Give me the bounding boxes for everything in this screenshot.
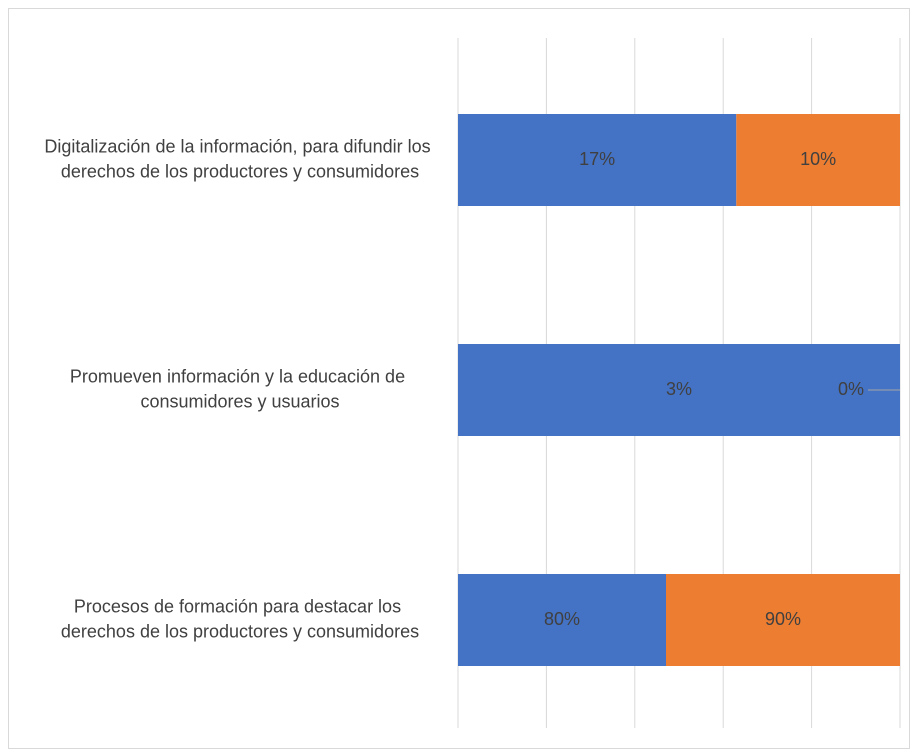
- data-label: 0%: [838, 379, 864, 399]
- data-label: 17%: [579, 149, 615, 169]
- category-label: Digitalización de la información, para d…: [44, 136, 435, 181]
- category-label: Procesos de formación para destacar los …: [61, 596, 419, 641]
- data-label: 10%: [800, 149, 836, 169]
- bar: [458, 114, 737, 206]
- bar: [666, 574, 900, 666]
- data-label: 90%: [765, 609, 801, 629]
- data-label: 3%: [666, 379, 692, 399]
- bar: [736, 114, 900, 206]
- category-label: Promueven información y la educación de …: [70, 366, 410, 411]
- bar: [458, 574, 666, 666]
- data-label: 80%: [544, 609, 580, 629]
- bar: [458, 344, 900, 436]
